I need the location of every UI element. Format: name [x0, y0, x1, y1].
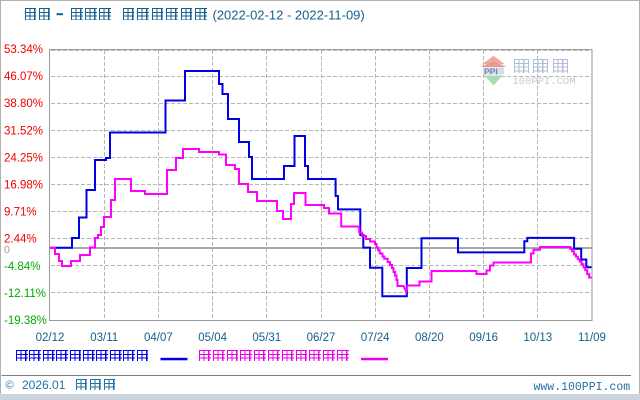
- svg-text:38.80%: 38.80%: [4, 98, 43, 110]
- svg-text:2.44%: 2.44%: [4, 234, 37, 246]
- svg-text:www.100PPI.com: www.100PPI.com: [534, 381, 631, 394]
- svg-text:05/31: 05/31: [252, 332, 281, 344]
- svg-text:03/11: 03/11: [90, 332, 118, 344]
- svg-text:53.34%: 53.34%: [4, 44, 43, 56]
- svg-text:10/13: 10/13: [523, 332, 552, 344]
- svg-text:04/07: 04/07: [144, 332, 173, 344]
- svg-text:08/20: 08/20: [415, 332, 444, 344]
- svg-text:100PPI.COM: 100PPI.COM: [513, 76, 576, 88]
- svg-text:©: ©: [6, 380, 14, 392]
- svg-text:0: 0: [4, 244, 10, 256]
- svg-text:24.25%: 24.25%: [4, 152, 43, 164]
- svg-text:06/27: 06/27: [307, 332, 336, 344]
- svg-text:09/16: 09/16: [469, 332, 498, 344]
- svg-text:9.71%: 9.71%: [4, 207, 37, 219]
- svg-text:02/12: 02/12: [36, 332, 65, 344]
- svg-text:31.52%: 31.52%: [4, 125, 43, 137]
- svg-text:(2022-02-12 - 2022-11-09): (2022-02-12 - 2022-11-09): [213, 8, 365, 23]
- svg-text:07/24: 07/24: [361, 332, 390, 344]
- svg-text:05/04: 05/04: [198, 332, 227, 344]
- svg-text:11/09: 11/09: [578, 332, 606, 344]
- svg-text:16.98%: 16.98%: [4, 180, 43, 192]
- svg-text:46.07%: 46.07%: [4, 71, 43, 83]
- svg-text:-12.11%: -12.11%: [4, 288, 46, 300]
- svg-text:-4.84%: -4.84%: [4, 261, 40, 273]
- svg-text:PPI: PPI: [484, 67, 498, 77]
- svg-text:2026.01: 2026.01: [22, 378, 66, 392]
- svg-text:-19.38%: -19.38%: [4, 315, 47, 327]
